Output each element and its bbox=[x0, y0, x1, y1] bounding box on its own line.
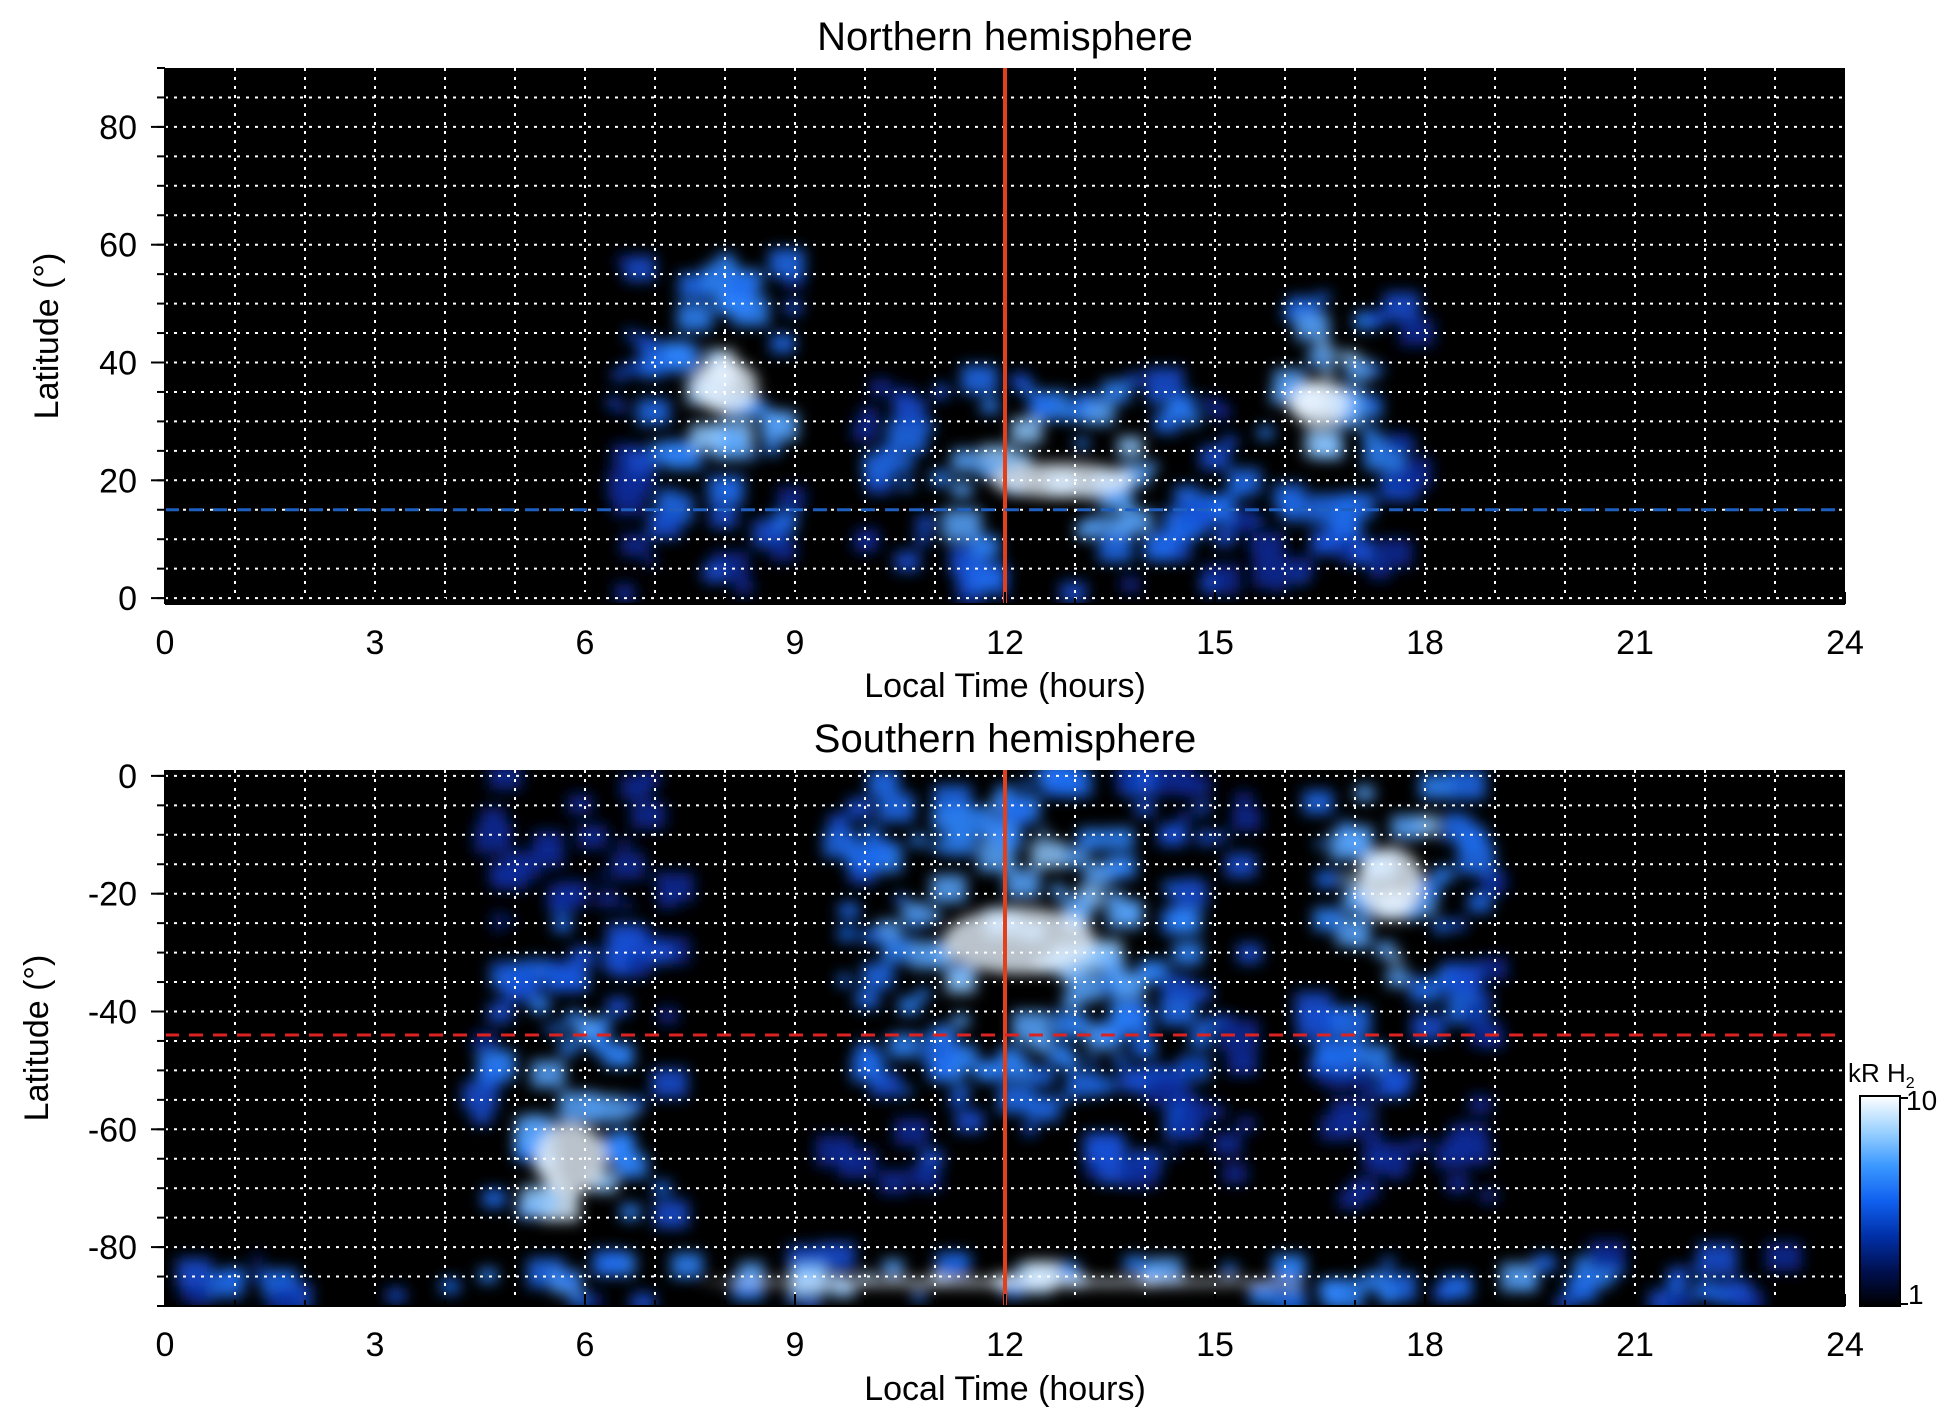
northern-xlabel: Local Time (hours) bbox=[864, 667, 1146, 705]
northern-xtick-label: 9 bbox=[786, 624, 805, 662]
southern-emission-region bbox=[815, 770, 1262, 1195]
southern-emission-region bbox=[176, 1240, 1802, 1306]
northern-title: Northern hemisphere bbox=[817, 15, 1193, 59]
northern-axes: 0 3 6 9 12 15 18 21 24 0 20 40 60 80 bbox=[99, 67, 1864, 662]
southern-xtick-label: 0 bbox=[156, 1326, 175, 1364]
northern-xtick-label: 24 bbox=[1826, 624, 1864, 662]
northern-emission bbox=[606, 248, 1434, 604]
northern-ytick-label: 60 bbox=[99, 227, 137, 265]
southern-ytick-label: -20 bbox=[88, 876, 137, 914]
colorbar-label: kR H2 bbox=[1848, 1058, 1915, 1092]
southern-title: Southern hemisphere bbox=[814, 717, 1196, 761]
colorbar-tick-1: 1 bbox=[1908, 1279, 1924, 1310]
northern-xtick-label: 12 bbox=[986, 624, 1024, 662]
northern-emission-region bbox=[1251, 292, 1434, 592]
colorbar-tick-10: 10 bbox=[1906, 1085, 1937, 1116]
southern-ytick-label: -40 bbox=[88, 993, 137, 1031]
northern-panel: Northern hemisphere 0 3 6 9 12 15 18 21 24 0 20 40 6… bbox=[28, 15, 1864, 705]
southern-ytick-label: -60 bbox=[88, 1111, 137, 1149]
northern-ytick-label: 80 bbox=[99, 109, 137, 147]
northern-xtick-label: 18 bbox=[1406, 624, 1444, 662]
northern-ytick-label: 20 bbox=[99, 462, 137, 500]
northern-xtick-label: 15 bbox=[1196, 624, 1234, 662]
southern-ytick-label: 0 bbox=[118, 758, 137, 796]
southern-emission-region bbox=[462, 770, 694, 1229]
northern-xtick-label: 6 bbox=[576, 624, 595, 662]
northern-ytick-label: 40 bbox=[99, 345, 137, 383]
northern-ylabel: Latitude (°) bbox=[28, 253, 66, 420]
southern-xtick-label: 18 bbox=[1406, 1326, 1444, 1364]
southern-panel: Southern hemisphere 0 3 6 9 12 15 18 21 24 0 -20 -4… bbox=[18, 717, 1864, 1408]
northern-reference-lines bbox=[165, 68, 1845, 604]
colorbar-scale bbox=[1859, 1095, 1901, 1307]
southern-xtick-label: 15 bbox=[1196, 1326, 1234, 1364]
southern-xtick-label: 9 bbox=[786, 1326, 805, 1364]
northern-xtick-label: 21 bbox=[1616, 624, 1654, 662]
southern-ytick-label: -80 bbox=[88, 1229, 137, 1267]
southern-xlabel: Local Time (hours) bbox=[864, 1370, 1146, 1408]
northern-xtick-label: 0 bbox=[156, 624, 175, 662]
southern-axes: 0 3 6 9 12 15 18 21 24 0 -20 -40 -60 -80 bbox=[88, 758, 1864, 1364]
colorbar: kR H2 10 1 bbox=[1848, 1058, 1937, 1310]
northern-emission-region bbox=[606, 248, 806, 603]
northern-xtick-label: 3 bbox=[366, 624, 385, 662]
colorbar-label-subscript: 2 bbox=[1906, 1075, 1915, 1092]
southern-xtick-label: 3 bbox=[366, 1326, 385, 1364]
southern-xtick-label: 6 bbox=[576, 1326, 595, 1364]
northern-emission-region bbox=[852, 364, 1264, 604]
southern-xtick-label: 24 bbox=[1826, 1326, 1864, 1364]
northern-ytick-label: 0 bbox=[118, 580, 137, 618]
southern-reference-lines bbox=[165, 770, 1845, 1306]
southern-ylabel: Latitude (°) bbox=[18, 955, 56, 1122]
southern-xtick-label: 21 bbox=[1616, 1326, 1654, 1364]
southern-xtick-label: 12 bbox=[986, 1326, 1024, 1364]
